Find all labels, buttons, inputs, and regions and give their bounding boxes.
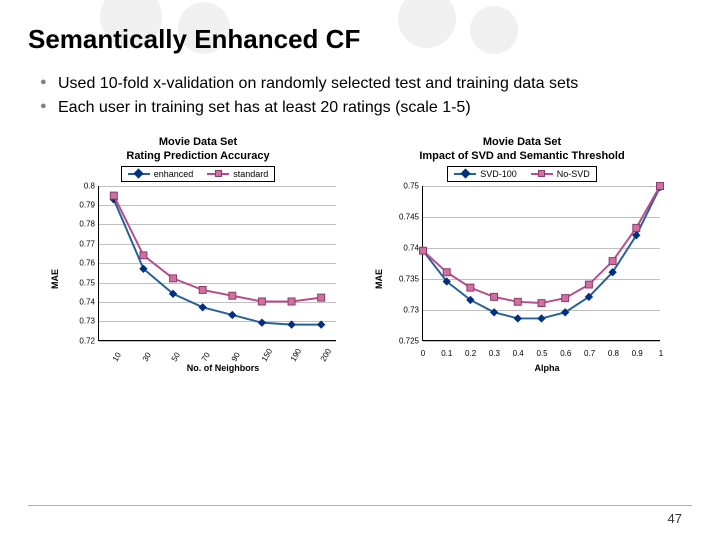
series-marker [443, 268, 450, 275]
series-marker [467, 284, 474, 291]
series-marker [258, 298, 265, 305]
x-tick-label: 50 [170, 351, 182, 363]
series-marker [170, 275, 177, 282]
series-marker [140, 252, 147, 259]
chart-legend: SVD-100 No-SVD [447, 166, 597, 182]
legend-item: SVD-100 [454, 169, 517, 179]
chart-right: Movie Data SetImpact of SVD and Semantic… [372, 136, 672, 373]
series-marker [420, 247, 427, 254]
series-marker [657, 182, 664, 189]
series-marker [258, 319, 265, 326]
x-tick-label: 1 [659, 349, 663, 358]
series-marker [609, 257, 616, 264]
series-marker [199, 303, 206, 310]
x-tick-label: 150 [259, 347, 273, 363]
series-marker [318, 321, 325, 328]
series-marker [288, 321, 295, 328]
y-tick-label: 0.8 [65, 181, 95, 190]
x-tick-label: 0.8 [608, 349, 619, 358]
series-marker [110, 192, 117, 199]
x-axis-label: No. of Neighbors [98, 363, 348, 373]
x-tick-label: 0.7 [584, 349, 595, 358]
slide-title: Semantically Enhanced CF [28, 24, 692, 55]
series-marker [491, 293, 498, 300]
x-tick-label: 0.9 [632, 349, 643, 358]
series-marker [288, 298, 295, 305]
x-tick-label: 0.6 [560, 349, 571, 358]
series-line [423, 186, 660, 303]
y-tick-label: 0.79 [65, 201, 95, 210]
series-marker [514, 298, 521, 305]
plot-area: 0.7250.730.7350.740.7450.7500.10.20.30.4… [422, 186, 660, 341]
series-marker [318, 294, 325, 301]
y-tick-label: 0.74 [389, 243, 419, 252]
y-tick-label: 0.72 [65, 336, 95, 345]
x-tick-label: 0 [421, 349, 425, 358]
y-tick-label: 0.73 [65, 317, 95, 326]
footer-divider [28, 505, 692, 506]
plot-area: 0.720.730.740.750.760.770.780.790.810305… [98, 186, 336, 341]
y-tick-label: 0.75 [389, 181, 419, 190]
x-tick-label: 0.2 [465, 349, 476, 358]
y-tick-label: 0.73 [389, 305, 419, 314]
y-tick-label: 0.745 [389, 212, 419, 221]
series-marker [562, 294, 569, 301]
series-marker [229, 311, 236, 318]
y-tick-label: 0.78 [65, 220, 95, 229]
bullet-item: Used 10-fold x-validation on randomly se… [40, 73, 692, 95]
legend-item: enhanced [128, 169, 194, 179]
bullet-item: Each user in training set has at least 2… [40, 97, 692, 119]
x-tick-label: 0.1 [441, 349, 452, 358]
series-line [423, 187, 660, 318]
chart-title: Movie Data SetRating Prediction Accuracy [48, 136, 348, 164]
series-marker [491, 308, 498, 315]
series-marker [538, 299, 545, 306]
x-tick-label: 0.5 [536, 349, 547, 358]
series-marker [199, 286, 206, 293]
x-axis-label: Alpha [422, 363, 672, 373]
bullet-list: Used 10-fold x-validation on randomly se… [28, 73, 692, 118]
x-tick-label: 90 [230, 351, 242, 363]
y-tick-label: 0.735 [389, 274, 419, 283]
x-tick-label: 70 [200, 351, 212, 363]
series-marker [633, 224, 640, 231]
series-line [114, 195, 321, 301]
page-number: 47 [668, 511, 682, 526]
series-marker [538, 315, 545, 322]
chart-legend: enhanced standard [121, 166, 276, 182]
x-tick-label: 200 [319, 347, 333, 363]
y-tick-label: 0.77 [65, 239, 95, 248]
legend-item: No-SVD [531, 169, 590, 179]
chart-title: Movie Data SetImpact of SVD and Semantic… [372, 136, 672, 164]
series-marker [514, 315, 521, 322]
x-tick-label: 10 [111, 351, 123, 363]
y-axis-label: MAE [372, 186, 386, 373]
x-tick-label: 30 [140, 351, 152, 363]
series-marker [229, 292, 236, 299]
x-tick-label: 0.3 [489, 349, 500, 358]
x-tick-label: 190 [289, 347, 303, 363]
chart-left: Movie Data SetRating Prediction Accuracy… [48, 136, 348, 373]
legend-item: standard [207, 169, 268, 179]
series-line [114, 199, 321, 324]
x-tick-label: 0.4 [513, 349, 524, 358]
charts-row: Movie Data SetRating Prediction Accuracy… [28, 136, 692, 373]
y-tick-label: 0.76 [65, 259, 95, 268]
series-marker [585, 281, 592, 288]
y-tick-label: 0.75 [65, 278, 95, 287]
y-axis-label: MAE [48, 186, 62, 373]
y-tick-label: 0.725 [389, 336, 419, 345]
y-tick-label: 0.74 [65, 297, 95, 306]
